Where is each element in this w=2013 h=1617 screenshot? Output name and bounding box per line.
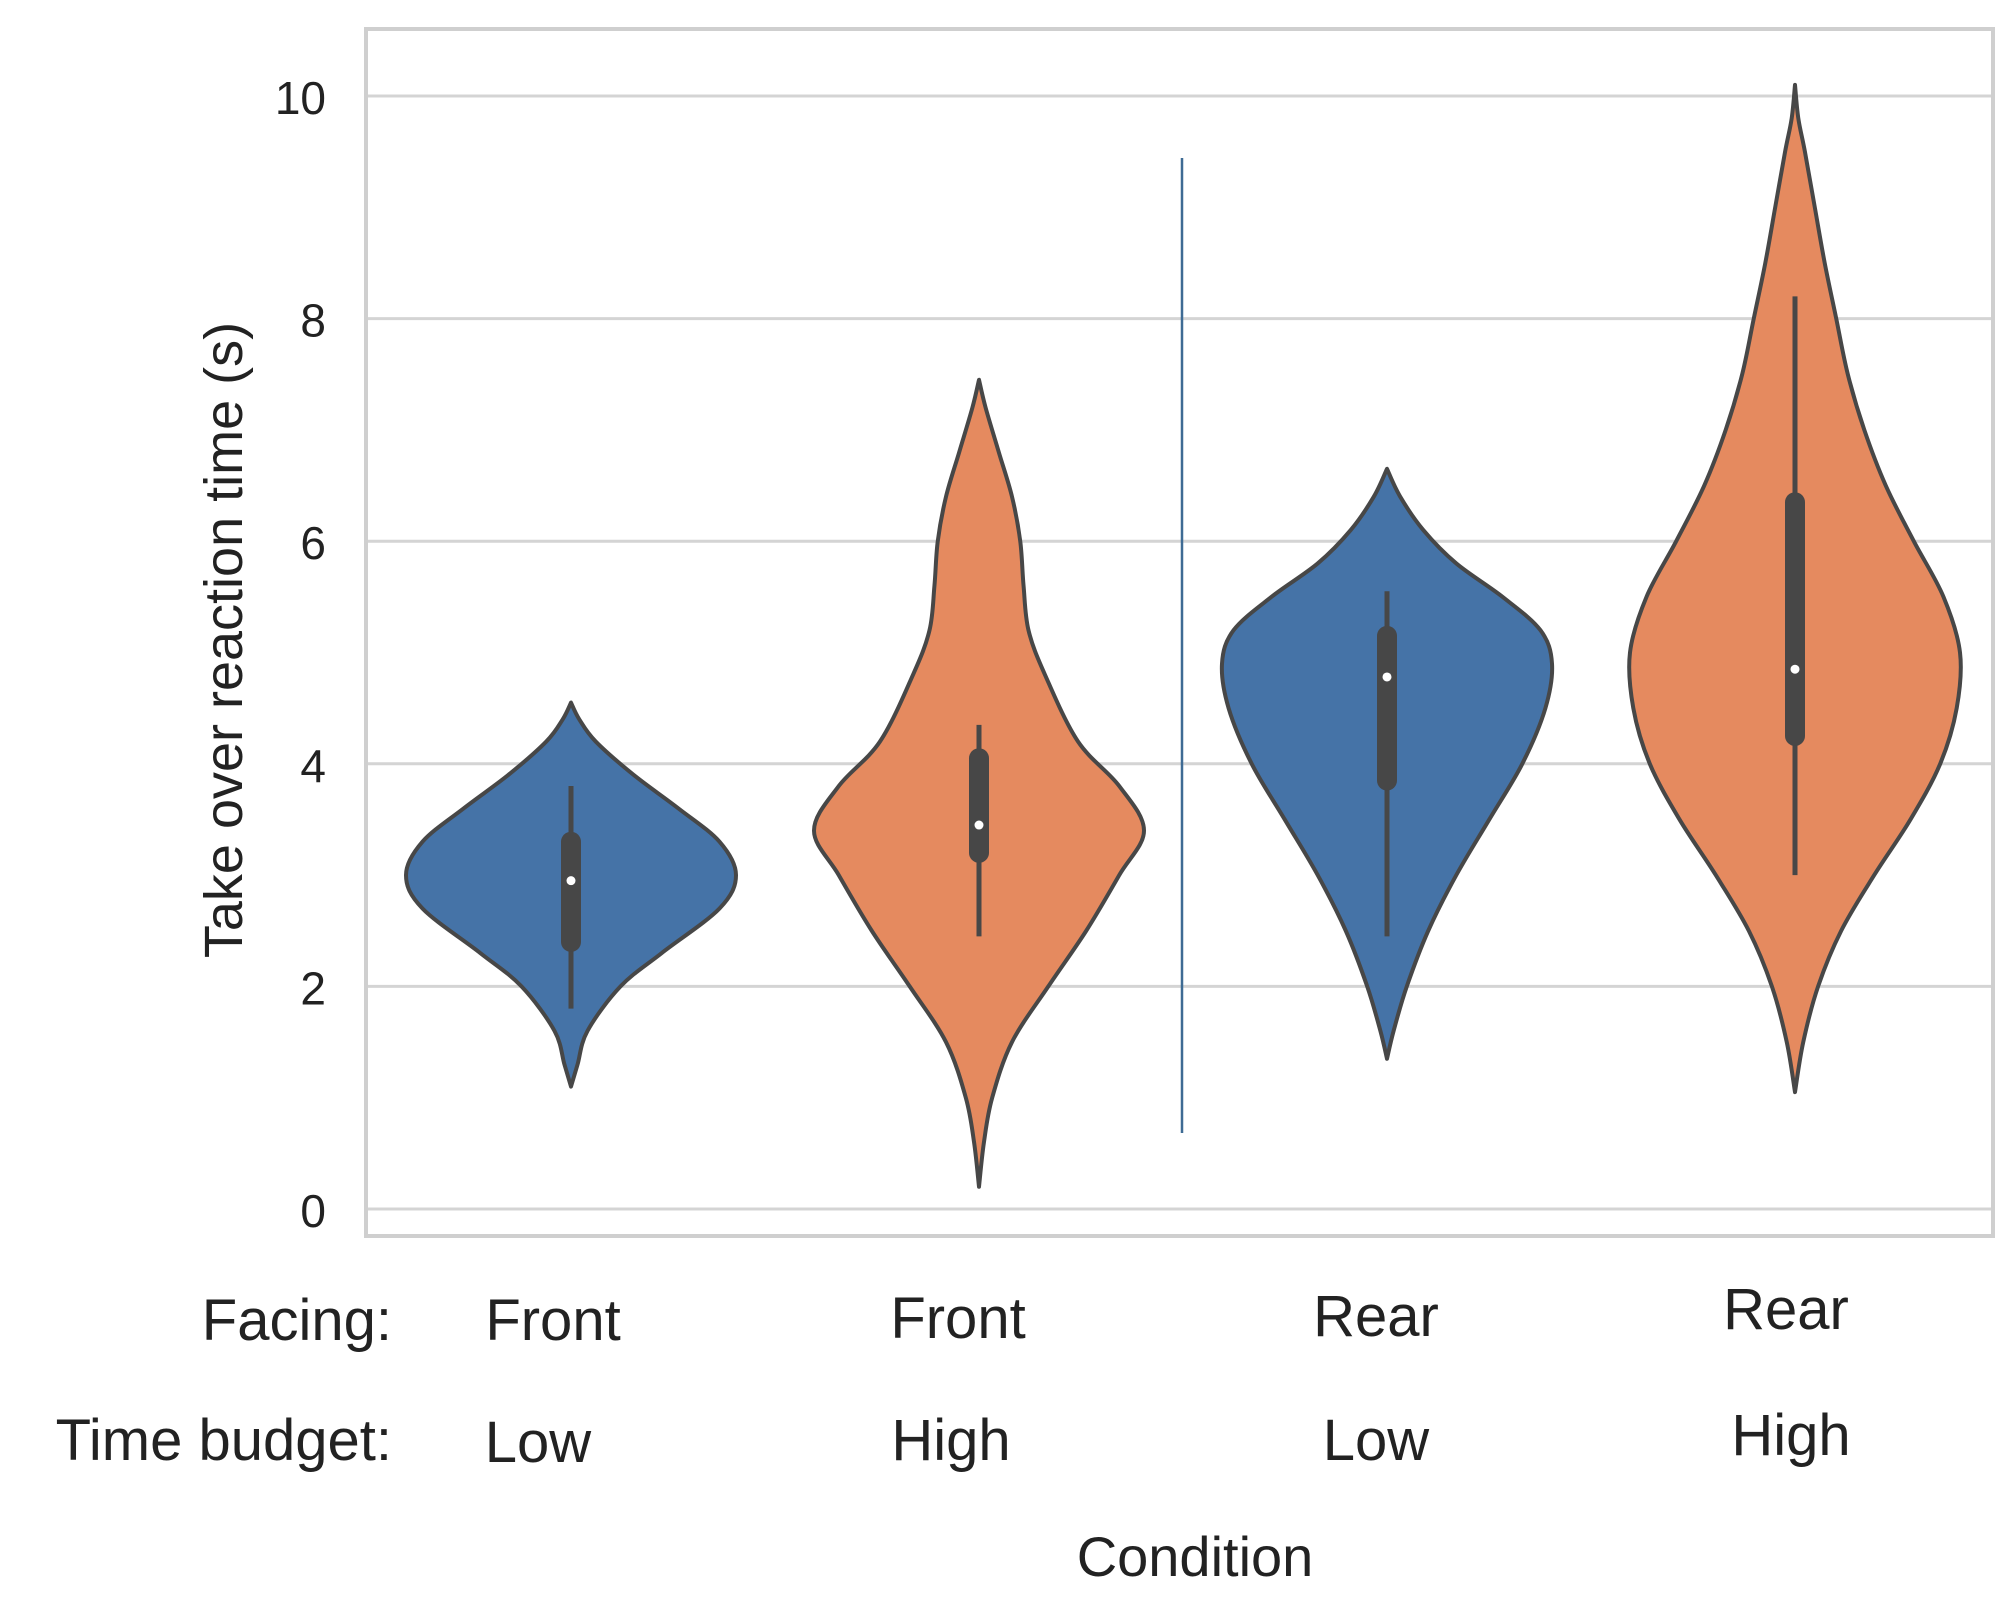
median-marker <box>1790 664 1800 674</box>
violin-group <box>1219 466 1555 1061</box>
median-marker <box>566 876 576 886</box>
time-budget-label-rear-high: High <box>1731 1403 1850 1468</box>
grid-lines <box>366 94 1993 1211</box>
violin-group <box>812 377 1146 1189</box>
facing-label-rear-high: Rear <box>1723 1277 1849 1342</box>
violin-group <box>404 700 738 1089</box>
row-label-facing: Facing: <box>202 1288 392 1353</box>
y-tick-label: 10 <box>275 72 326 124</box>
y-tick-label: 6 <box>300 517 326 569</box>
facing-label-rear-low: Rear <box>1313 1284 1439 1349</box>
y-tick-label: 8 <box>300 295 326 347</box>
y-tick-label: 2 <box>300 962 326 1014</box>
y-axis-ticks: 0 2 4 6 8 10 <box>275 72 326 1237</box>
y-tick-label: 4 <box>300 740 326 792</box>
facing-label-front-low: Front <box>485 1288 620 1353</box>
y-tick-label: 0 <box>300 1185 326 1237</box>
violin-group <box>1627 82 1963 1095</box>
time-budget-label-front-high: High <box>891 1408 1010 1473</box>
violins <box>404 82 1963 1189</box>
plot-area-frame <box>364 27 1995 1238</box>
median-marker <box>1382 672 1392 682</box>
y-axis-label: Take over reaction time (s) <box>194 322 254 958</box>
x-axis-label: Condition <box>1077 1525 1314 1588</box>
row-label-time-budget: Time budget: <box>56 1408 392 1473</box>
facing-label-front-high: Front <box>890 1286 1025 1351</box>
time-budget-label-front-low: Low <box>485 1410 593 1475</box>
median-marker <box>974 820 984 830</box>
time-budget-label-rear-low: Low <box>1323 1408 1431 1473</box>
